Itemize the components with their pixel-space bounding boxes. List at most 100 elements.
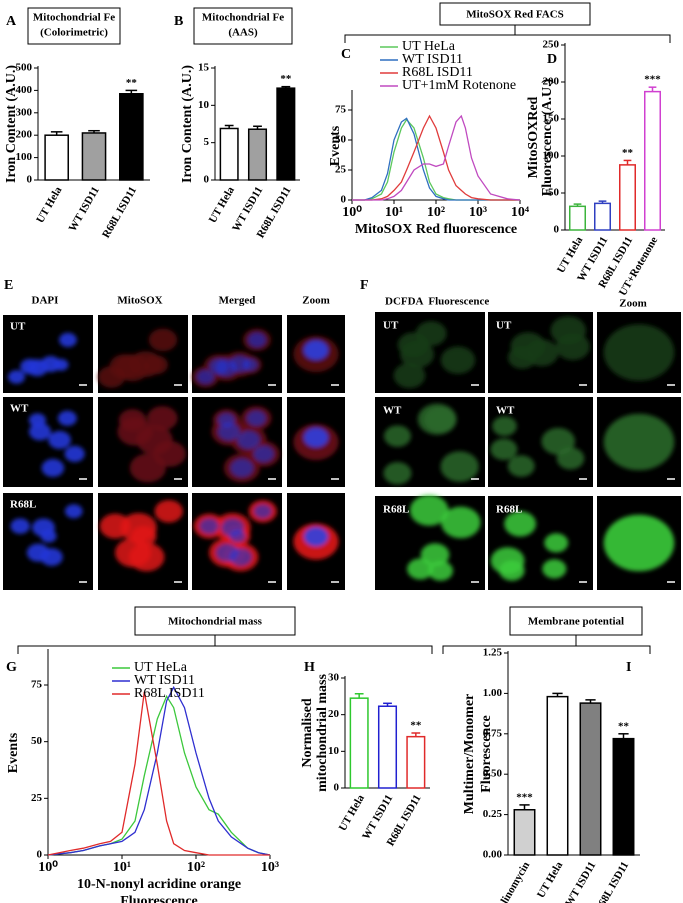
chart-title: (AAS) bbox=[228, 27, 258, 39]
panel-letter: I bbox=[626, 660, 631, 675]
cell bbox=[441, 506, 481, 539]
cell bbox=[217, 413, 235, 427]
group-title: MitoSOX Red FACS bbox=[466, 9, 564, 21]
bar bbox=[44, 134, 69, 181]
x-tick-label: WT ISD11 bbox=[67, 185, 102, 234]
cell bbox=[215, 543, 239, 562]
x-tick-label: WT ISD11 bbox=[563, 860, 598, 903]
y-tick-label: 15 bbox=[198, 62, 210, 74]
cell bbox=[129, 453, 166, 483]
cell bbox=[383, 425, 411, 447]
chart-title: (Colorimetric) bbox=[40, 27, 108, 39]
cells bbox=[193, 499, 277, 572]
cell bbox=[41, 458, 65, 477]
y-tick-label: 400 bbox=[16, 84, 33, 96]
significance: *** bbox=[644, 74, 661, 86]
y-tick-label: 100 bbox=[16, 151, 33, 163]
x-tick-label: R68L ISD11 bbox=[592, 860, 631, 903]
cell bbox=[383, 462, 412, 485]
significance: ** bbox=[126, 77, 138, 89]
cell bbox=[499, 560, 525, 581]
cell bbox=[148, 328, 178, 352]
legend-label: UT HeLa bbox=[402, 39, 456, 54]
panel-letter: C bbox=[341, 47, 351, 62]
row-label: R68L bbox=[10, 499, 36, 511]
legend-label: WT ISD11 bbox=[402, 52, 463, 67]
cell bbox=[253, 504, 272, 519]
chart-title: Mitochondrial Fe bbox=[33, 12, 115, 24]
cell bbox=[544, 533, 569, 553]
legend-label: UT+1mM Rotenone bbox=[402, 78, 516, 93]
x-tick-label: 10² bbox=[187, 860, 205, 875]
title-box bbox=[193, 7, 293, 45]
y-tick-label: 50 bbox=[31, 735, 43, 747]
x-tick-label: UT Hela bbox=[34, 184, 65, 225]
group-box bbox=[134, 606, 296, 636]
cells bbox=[490, 511, 569, 581]
group-box bbox=[509, 606, 643, 636]
cell bbox=[26, 543, 50, 562]
cells bbox=[10, 504, 83, 566]
cells bbox=[293, 423, 339, 461]
cell bbox=[400, 340, 435, 368]
cell bbox=[303, 340, 329, 360]
y-tick-label: 0 bbox=[27, 174, 33, 186]
cells bbox=[117, 406, 186, 483]
cell bbox=[490, 438, 518, 461]
panel-letter: H bbox=[304, 660, 315, 675]
cell bbox=[246, 410, 266, 426]
cell bbox=[440, 346, 476, 374]
x-axis-label: 10-N-nonyl acridine orange bbox=[77, 877, 241, 892]
y-tick-label: 1.00 bbox=[483, 687, 503, 699]
row-label: R68L bbox=[496, 504, 522, 516]
y-tick-label: 0 bbox=[554, 224, 560, 236]
y-tick-label: 10 bbox=[328, 745, 340, 757]
row-label: WT bbox=[496, 405, 515, 417]
row-label: R68L bbox=[383, 504, 409, 516]
series-line bbox=[352, 117, 520, 201]
significance: ** bbox=[618, 720, 630, 732]
cell bbox=[64, 445, 85, 462]
row-label: WT bbox=[383, 405, 402, 417]
cell bbox=[28, 422, 51, 441]
significance: *** bbox=[516, 791, 533, 803]
bar bbox=[406, 735, 426, 789]
group-title: Mitochondrial mass bbox=[168, 616, 263, 628]
y-axis-label: Events bbox=[6, 732, 21, 773]
cells bbox=[191, 328, 272, 388]
y-axis-label: MitoSOXRed bbox=[526, 96, 541, 178]
y-tick-label: 20 bbox=[328, 708, 340, 720]
y-tick-label: 300 bbox=[16, 106, 33, 118]
legend-label: R68L ISD11 bbox=[402, 65, 473, 80]
cells bbox=[211, 406, 280, 483]
y-tick-label: 0.00 bbox=[483, 849, 503, 861]
cell bbox=[99, 513, 131, 539]
bar bbox=[644, 90, 661, 231]
cell bbox=[603, 413, 675, 471]
bar bbox=[276, 87, 296, 181]
bar bbox=[612, 737, 635, 856]
series-line bbox=[352, 118, 520, 201]
cells bbox=[393, 321, 476, 389]
panel-letter: B bbox=[174, 14, 183, 29]
cell bbox=[147, 406, 178, 431]
bar bbox=[594, 202, 611, 231]
cell bbox=[144, 355, 169, 375]
cell bbox=[154, 499, 183, 523]
x-axis-label: MitoSOX Red fluorescence bbox=[355, 222, 517, 237]
cell bbox=[237, 430, 260, 450]
cell bbox=[603, 514, 675, 572]
y-axis-label: Events bbox=[328, 125, 343, 166]
y-tick-label: 0.50 bbox=[483, 768, 503, 780]
cell bbox=[64, 504, 83, 519]
cell bbox=[48, 430, 71, 450]
cell bbox=[115, 538, 152, 568]
y-tick-label: 0 bbox=[37, 849, 43, 861]
cells bbox=[603, 413, 675, 471]
bar bbox=[619, 164, 636, 231]
cell bbox=[118, 409, 147, 432]
cell bbox=[440, 451, 479, 482]
cell bbox=[507, 455, 535, 477]
cell bbox=[199, 518, 219, 534]
series-line bbox=[352, 114, 520, 201]
